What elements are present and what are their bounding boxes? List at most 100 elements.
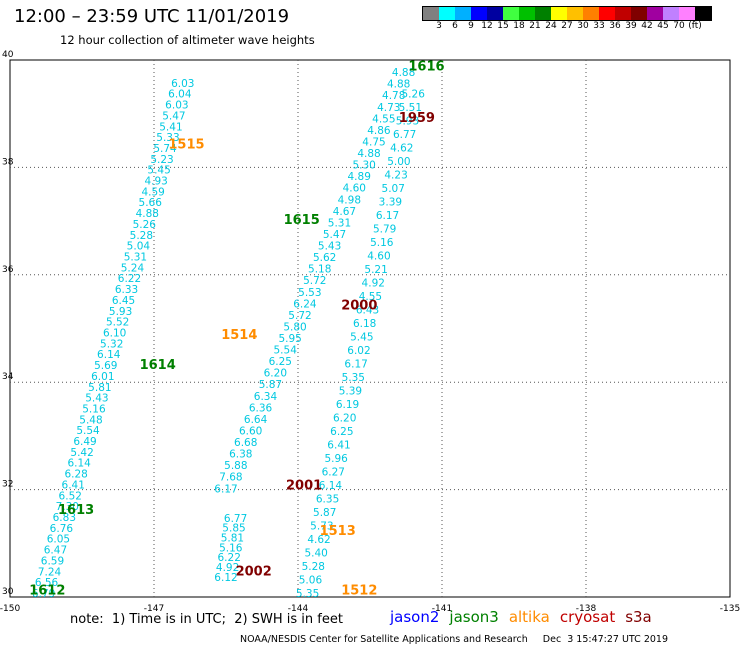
scale-swatch [423, 7, 439, 20]
pass-label: 1612 [29, 583, 65, 598]
wave-height-value: 6.77 [393, 129, 416, 141]
legend-altika: altika [508, 608, 550, 626]
wave-height-value: 5.66 [139, 197, 163, 209]
wave-height-value: 4.88 [392, 67, 415, 79]
x-tick-label: -144 [288, 604, 309, 614]
wave-height-value: 6.34 [254, 391, 278, 403]
wave-height-value: 7.30 [56, 501, 79, 513]
wave-height-value: 6.03 [165, 100, 188, 112]
wave-height-value: 6.25 [269, 356, 292, 368]
pass-label: 1614 [140, 358, 176, 373]
wave-height-value: 5.45 [350, 332, 373, 344]
wave-height-value: 4.73 [377, 102, 400, 114]
wave-height-value: 5.32 [100, 338, 123, 350]
wave-height-value: 4.92 [362, 278, 385, 290]
x-tick-label: -138 [576, 604, 597, 614]
scale-swatch [455, 7, 471, 20]
x-tick-label: -135 [720, 604, 740, 614]
scale-label: 12 [481, 21, 493, 31]
wave-height-value: 4.88 [387, 79, 410, 91]
wave-height-value: 6.17 [344, 359, 367, 371]
wave-height-value: 6.25 [330, 426, 353, 438]
wave-height-value: 5.47 [162, 110, 185, 122]
wave-height-value: 6.36 [249, 402, 273, 414]
wave-height-value: 5.81 [88, 382, 111, 394]
scale-swatch [519, 7, 535, 20]
x-tick-label: -141 [432, 604, 452, 614]
scale-label: 27 [561, 21, 573, 31]
wave-height-value: 5.43 [318, 241, 341, 253]
scale-label: 39 [625, 21, 637, 31]
pass-label: 1613 [58, 503, 94, 518]
scale-swatch [599, 7, 615, 20]
pass-label: 1515 [168, 138, 204, 153]
pass-label: 1959 [399, 111, 435, 126]
wave-height-value: 6.02 [347, 345, 370, 357]
pass-label: 1616 [408, 60, 444, 75]
scale-label: (ft) [688, 21, 702, 31]
wave-height-value: 5.26 [133, 219, 157, 231]
wave-height-value: 5.00 [387, 156, 410, 168]
wave-height-value: 4.92 [216, 562, 239, 574]
wave-height-value: 5.54 [274, 345, 298, 357]
pass-label: 2000 [341, 299, 377, 314]
wave-height-value: 5.30 [352, 160, 375, 172]
wave-height-value: 5.47 [323, 229, 346, 241]
wave-height-value: 6.14 [97, 349, 121, 361]
wave-height-value: 6.01 [91, 371, 114, 383]
wave-height-value: 6.41 [327, 440, 350, 452]
chart-title: 12:00 – 23:59 UTC 11/01/2019 [14, 6, 290, 27]
wave-height-value: 4.60 [343, 183, 366, 195]
wave-height-value: 5.28 [130, 230, 153, 242]
wave-height-value: 5.48 [79, 414, 102, 426]
wave-height-value: 4.55 [372, 113, 395, 125]
scale-label: 21 [529, 21, 541, 31]
wave-height-value: 6.27 [322, 467, 345, 479]
scale-swatch [439, 7, 455, 20]
wave-height-value: 5.21 [364, 264, 387, 276]
wave-height-value: 5.69 [94, 360, 117, 372]
y-tick-label: 34 [2, 372, 14, 382]
wave-height-value: 6.28 [64, 469, 87, 481]
wave-height-value: 4.88 [357, 148, 380, 160]
wave-height-value: 6.14 [319, 480, 343, 492]
scale-swatch [471, 7, 487, 20]
wave-height-value: 4.62 [390, 143, 413, 155]
wave-height-value: 5.07 [382, 183, 405, 195]
pass-label: 1512 [341, 583, 377, 598]
wave-height-value: 6.47 [44, 545, 67, 557]
wave-height-value: 6.45 [112, 295, 135, 307]
scale-swatch [535, 7, 551, 20]
wave-height-value: 6.20 [264, 368, 287, 380]
y-tick-label: 30 [2, 587, 14, 597]
wave-height-value: 4.23 [384, 170, 407, 182]
wave-height-value: 6.17 [214, 483, 237, 495]
wave-height-value: 5.39 [339, 386, 362, 398]
wave-height-value: 5.80 [283, 321, 306, 333]
y-tick-label: 36 [2, 265, 14, 275]
wave-height-value: 5.24 [121, 262, 145, 274]
wave-height-value: 6.59 [41, 555, 64, 567]
wave-height-value: 6.76 [50, 523, 74, 535]
wave-height-value: 6.04 [168, 89, 192, 101]
wave-height-value: 5.33 [156, 132, 179, 144]
wave-height-value: 6.18 [353, 318, 376, 330]
wave-height-value: 5.16 [370, 237, 394, 249]
wave-height-value: 5.79 [373, 224, 396, 236]
scale-label: 30 [577, 21, 589, 31]
wave-height-value: 4.78 [382, 90, 405, 102]
scale-swatch [551, 7, 567, 20]
wave-height-value: 6.60 [239, 425, 262, 437]
wave-height-value: 6.24 [293, 298, 317, 310]
scale-label: 42 [641, 21, 653, 31]
wave-height-value: 3.39 [379, 197, 402, 209]
wave-height-value: 4.93 [144, 176, 167, 188]
wave-height-value: 6.20 [333, 413, 356, 425]
wave-height-value: 4.55 [359, 291, 382, 303]
wave-height-value: 4.86 [367, 125, 391, 137]
wave-height-value: 5.35 [342, 372, 365, 384]
wave-height-value: 5.72 [288, 310, 311, 322]
wave-height-value: 6.14 [67, 458, 91, 470]
wave-height-value: 5.72 [303, 275, 326, 287]
wave-height-value: 4.59 [141, 186, 164, 198]
